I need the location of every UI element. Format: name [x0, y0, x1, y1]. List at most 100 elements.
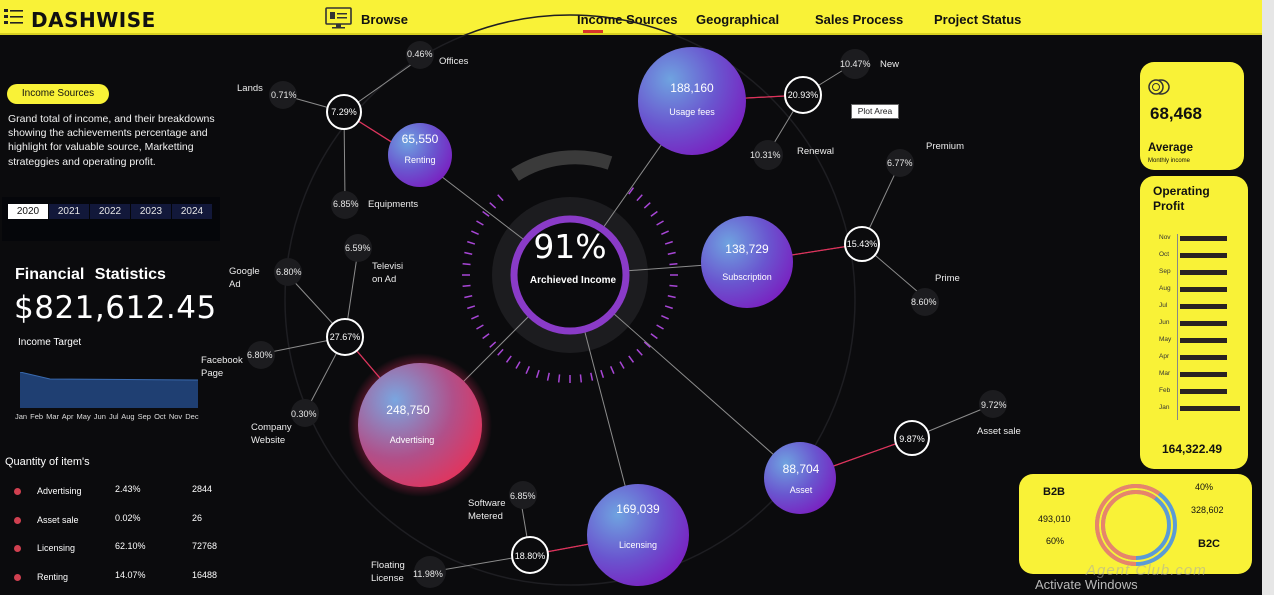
website-label: Company: [251, 422, 292, 433]
gauge-tick: [464, 295, 473, 299]
quantity-row: Asset sale 0.02% 26: [0, 513, 240, 529]
quantity-row: Advertising 2.43% 2844: [0, 484, 240, 500]
gauge-tick: [537, 172, 539, 180]
renewal-pct: 10.31%: [750, 150, 781, 160]
plot-area-tooltip: Plot Area: [851, 104, 899, 119]
licensing-value: 169,039: [616, 502, 660, 516]
equipments-label: Equipments: [368, 199, 419, 210]
usage-fees-value: 188,160: [670, 81, 714, 95]
nav-browse[interactable]: Browse: [361, 12, 408, 27]
page-description: Grand total of income, and their breakdo…: [8, 113, 215, 168]
prime-pct: 8.60%: [911, 297, 937, 307]
gauge-tick: [526, 176, 529, 183]
income-target-chart: [20, 372, 198, 408]
lands-pct: 0.71%: [271, 90, 297, 100]
gauge-tick: [669, 284, 678, 288]
gauge-tick: [650, 333, 658, 340]
bullet-icon: [14, 545, 21, 552]
op-bar: [1180, 304, 1227, 309]
year-2020[interactable]: 2020: [8, 204, 48, 219]
income-sources-pill[interactable]: Income Sources: [7, 84, 109, 104]
software-label: Software: [468, 498, 506, 509]
op-month-label: Jun: [1159, 319, 1170, 326]
year-2021[interactable]: 2021: [49, 204, 89, 219]
facebook-label-line2: Page: [201, 368, 224, 379]
gauge-tick: [656, 324, 664, 330]
gauge-tick: [525, 366, 531, 374]
year-2022[interactable]: 2022: [90, 204, 130, 219]
op-chart-axis: [1177, 234, 1178, 420]
op-month-label: Nov: [1159, 234, 1171, 241]
menu-icon[interactable]: [3, 7, 25, 25]
tick-ring: [462, 172, 678, 383]
b2c-pct: 40%: [1195, 482, 1214, 492]
advertising-value: 248,750: [386, 403, 430, 417]
browse-icon[interactable]: [325, 7, 352, 29]
gauge-tick: [664, 240, 673, 245]
year-2023[interactable]: 2023: [131, 204, 171, 219]
op-month-label: Apr: [1159, 353, 1170, 360]
gauge-tick: [620, 181, 624, 188]
equipments-pct: 6.85%: [333, 199, 359, 209]
top-nav-bar: DASHWISE Browse Income Sources Geographi…: [0, 0, 1262, 35]
op-bar: [1180, 270, 1227, 275]
television-ad-label: Televisi: [372, 261, 404, 272]
lands-label: Lands: [237, 83, 263, 94]
tab-geographical[interactable]: Geographical: [696, 12, 780, 27]
b2c-label: B2C: [1198, 538, 1221, 550]
gauge-tick: [557, 374, 561, 383]
prime-label: Prime: [935, 273, 960, 284]
gauge-tick: [611, 176, 614, 183]
quantity-name: Advertising: [37, 486, 82, 496]
op-month-label: Sep: [1159, 268, 1171, 275]
website-label-line2: Website: [251, 435, 286, 446]
premium-pct: 6.77%: [887, 158, 913, 168]
new-label: New: [880, 59, 900, 70]
income-target-label: Income Target: [18, 337, 82, 348]
operating-profit-card: Operating Profit Nov Oct Sep Aug Jul Jun May Ap…: [1140, 176, 1248, 469]
quantity-name: Asset sale: [37, 515, 79, 525]
financial-statistics-title: Financial Statistics: [15, 266, 166, 283]
window-scrollbar[interactable]: [1262, 0, 1274, 595]
tab-income-sources[interactable]: Income Sources: [577, 12, 678, 27]
gauge-tick: [462, 262, 471, 266]
quantity-count: 2844: [192, 484, 213, 494]
achieved-income-label: Archieved Income: [529, 275, 617, 286]
tab-sales-process[interactable]: Sales Process: [815, 12, 904, 27]
quantity-pct: 14.07%: [115, 570, 146, 580]
quantity-row: Renting 14.07% 16488: [0, 570, 240, 586]
gauge-tick: [507, 188, 512, 194]
quantity-title: Quantity of item's: [5, 456, 90, 468]
offices-label: Offices: [439, 56, 469, 67]
op-month-label: Mar: [1159, 370, 1171, 377]
gauge-tick: [628, 187, 635, 195]
gauge-tick: [636, 348, 643, 356]
google-ad-pct: 6.80%: [276, 267, 302, 277]
renting-value: 65,550: [401, 132, 439, 146]
google-ad-label-line2: Ad: [229, 279, 241, 290]
software-pct: 6.85%: [510, 491, 536, 501]
op-bar: [1180, 321, 1227, 326]
usage-fees-label: Usage fees: [669, 107, 715, 117]
quantity-count: 26: [192, 513, 203, 523]
quantity-row: Licensing 62.10% 72768: [0, 541, 240, 557]
gauge-tick: [546, 372, 550, 381]
gauge-tick: [535, 369, 540, 378]
op-bar: [1180, 372, 1227, 377]
advertising-label: Advertising: [389, 435, 435, 445]
op-bar: [1180, 338, 1227, 343]
quantity-name: Renting: [37, 572, 69, 582]
op-month-label: Oct: [1159, 251, 1170, 258]
subscription-value: 138,729: [725, 242, 769, 256]
b2c-value: 328,602: [1191, 505, 1224, 515]
average-value: 68,468: [1150, 104, 1202, 123]
b2b-label: B2B: [1043, 486, 1066, 498]
gauge-tick: [664, 305, 673, 310]
tab-project-status[interactable]: Project Status: [934, 12, 1022, 27]
quantity-pct: 62.10%: [115, 541, 146, 551]
op-month-label: Aug: [1159, 285, 1171, 292]
year-2024[interactable]: 2024: [172, 204, 212, 219]
bullet-icon: [14, 574, 21, 581]
gauge-tick: [661, 314, 669, 320]
floating-label: Floating: [371, 560, 405, 571]
